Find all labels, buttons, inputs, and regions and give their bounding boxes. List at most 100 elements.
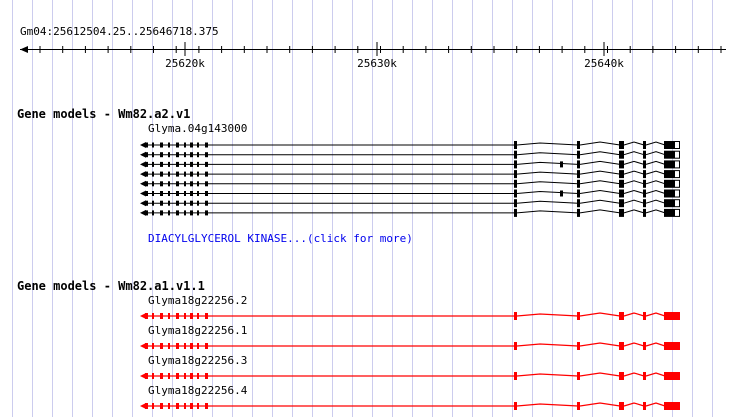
exon-block — [145, 152, 148, 158]
intron-line — [645, 199, 666, 204]
ruler-label-25640k: 25640k — [584, 57, 624, 70]
exon-block — [160, 142, 163, 148]
utr-block — [674, 170, 680, 179]
exon-block — [160, 191, 163, 196]
transcript-label-3[interactable]: Glyma18g22256.3 — [148, 354, 248, 367]
exon-block — [184, 343, 186, 349]
exon-block — [145, 200, 148, 206]
exon-block — [664, 150, 674, 159]
exon-block — [619, 342, 624, 350]
intron-line — [579, 189, 621, 194]
exon-block — [643, 372, 646, 380]
exon-block — [168, 181, 170, 187]
exon-block — [577, 141, 580, 149]
ruler-left-arrow-icon — [20, 46, 28, 53]
exon-block — [145, 373, 148, 379]
exon-block — [560, 161, 563, 168]
exon-block — [619, 160, 624, 169]
ruler-label-25620k: 25620k — [165, 57, 205, 70]
exon-block — [664, 160, 674, 169]
intron-line — [579, 141, 621, 146]
gene-description-link[interactable]: DIACYLGLYCEROL KINASE...(click for more) — [148, 232, 413, 245]
strand-arrow-icon — [140, 180, 146, 187]
exon-block — [619, 199, 624, 208]
exon-block — [184, 161, 186, 167]
exon-block — [160, 373, 163, 379]
exon-block — [160, 403, 163, 409]
exon-block — [643, 402, 646, 410]
exon-block — [176, 200, 179, 206]
exon-block — [577, 189, 580, 198]
exon-block — [514, 342, 517, 350]
intron-line — [516, 210, 579, 214]
exon-block — [577, 312, 580, 320]
exon-block — [190, 171, 193, 177]
region-range-label: Gm04:25612504.25..25646718.375 — [20, 25, 219, 38]
strand-arrow-icon — [140, 343, 146, 349]
exon-block — [145, 210, 148, 216]
intron-line — [623, 372, 645, 377]
strand-arrow-icon — [140, 200, 146, 207]
exon-block — [577, 208, 580, 217]
strand-arrow-icon — [140, 209, 146, 216]
intron-line — [645, 160, 666, 165]
intron-line — [623, 151, 645, 156]
intron-line — [623, 312, 645, 317]
intron-line — [623, 141, 645, 146]
exon-block — [514, 402, 517, 410]
gene-label-glyma04g143000[interactable]: Glyma.04g143000 — [148, 122, 248, 135]
exon-block — [205, 343, 208, 349]
intron-line — [645, 312, 666, 317]
exon-block — [176, 403, 179, 409]
utr-block — [674, 160, 680, 169]
exon-block — [176, 161, 179, 167]
exon-block — [197, 313, 199, 319]
exon-block — [184, 373, 186, 379]
exon-block — [176, 313, 179, 319]
exon-block — [176, 152, 179, 158]
transcript-label-2[interactable]: Glyma18g22256.1 — [148, 324, 248, 337]
exon-block — [664, 372, 680, 380]
exon-block — [643, 208, 646, 217]
exon-block — [176, 142, 179, 148]
transcript-label-4[interactable]: Glyma18g22256.4 — [148, 384, 248, 397]
exon-block — [197, 343, 199, 349]
exon-block — [184, 142, 186, 148]
exon-block — [160, 171, 163, 177]
exon-block — [643, 199, 646, 208]
exon-block — [160, 200, 163, 206]
exon-block — [197, 142, 199, 148]
exon-block — [619, 170, 624, 179]
exon-block — [152, 200, 154, 206]
exon-block — [514, 208, 517, 217]
exon-block — [205, 161, 208, 167]
exon-block — [168, 200, 170, 206]
exon-block — [168, 343, 170, 349]
ruler-label-25630k: 25630k — [357, 57, 397, 70]
intron-line — [645, 372, 666, 377]
intron-line — [579, 160, 621, 165]
exon-block — [205, 171, 208, 177]
intron-line — [623, 180, 645, 185]
intron-line — [579, 372, 621, 377]
exon-block — [168, 373, 170, 379]
exon-block — [514, 150, 517, 159]
transcript-label-1[interactable]: Glyma18g22256.2 — [148, 294, 248, 307]
exon-block — [619, 141, 624, 149]
intron-line — [645, 209, 666, 214]
exon-block — [577, 199, 580, 208]
strand-arrow-icon — [140, 373, 146, 379]
exon-block — [145, 171, 148, 177]
exon-block — [168, 171, 170, 177]
intron-line — [579, 151, 621, 156]
exon-block — [577, 342, 580, 350]
exon-block — [176, 181, 179, 187]
exon-block — [514, 199, 517, 208]
strand-arrow-icon — [140, 151, 146, 158]
exon-block — [664, 342, 680, 350]
exon-block — [197, 161, 199, 167]
exon-block — [190, 210, 193, 216]
intron-line — [516, 200, 579, 204]
exon-block — [190, 343, 193, 349]
